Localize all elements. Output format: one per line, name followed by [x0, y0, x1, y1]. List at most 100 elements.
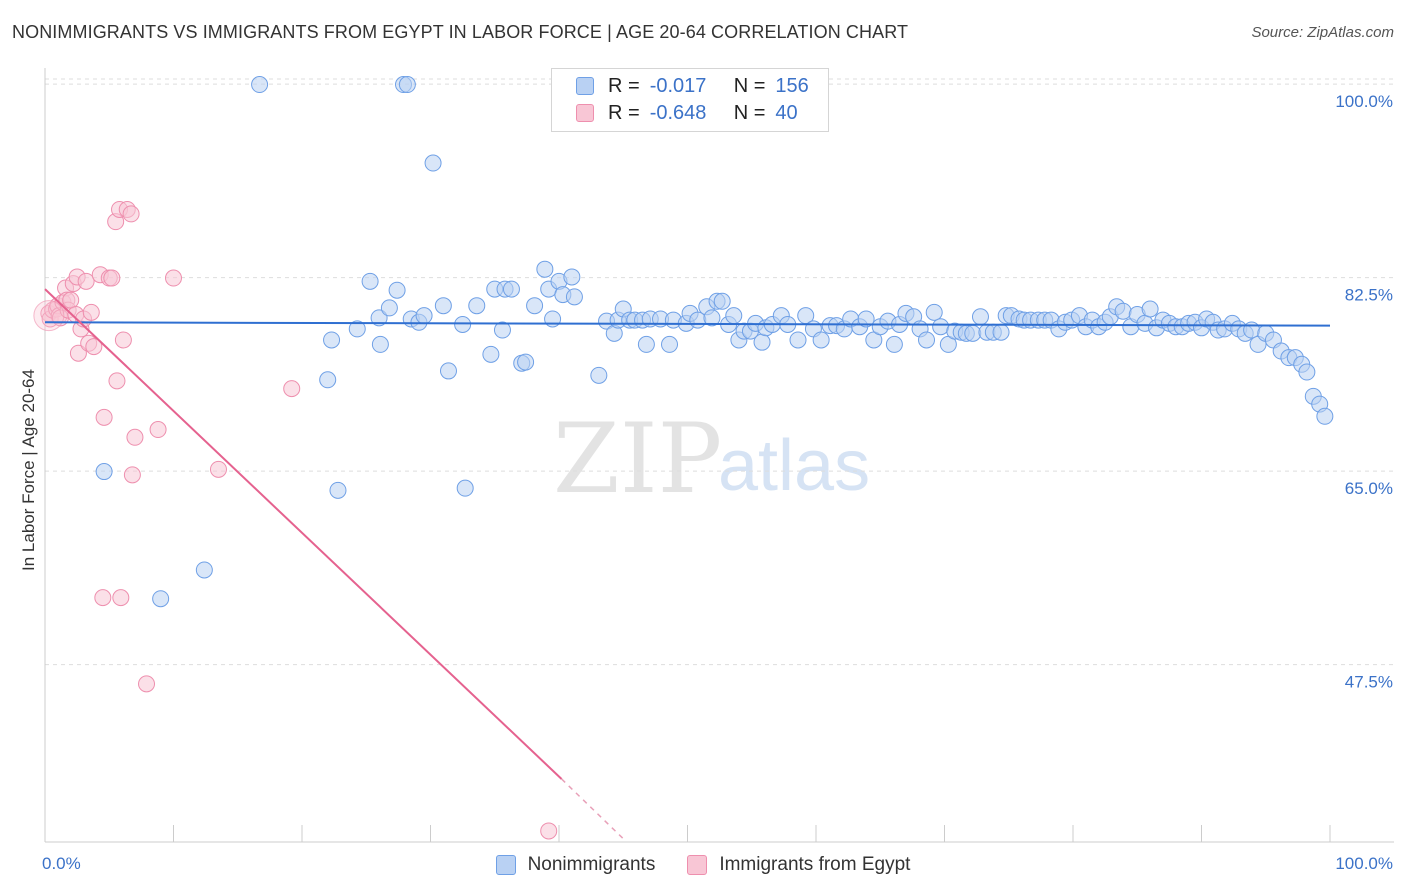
- egypt-point: [283, 380, 301, 398]
- egypt-point: [114, 331, 132, 349]
- nonimmigrant-point: [371, 335, 389, 353]
- legend-r-value: -0.017: [649, 74, 707, 97]
- y-tick-label: 65.0%: [1345, 479, 1393, 498]
- watermark-atlas: atlas: [718, 426, 870, 506]
- nonimmigrant-point: [590, 366, 608, 384]
- source-label: Source: ZipAtlas.com: [1251, 24, 1394, 41]
- legend-row-egypt: R = -0.648 N = 40: [576, 100, 798, 126]
- series-swatch-blue: [495, 855, 516, 875]
- nonimmigrants-points: [95, 76, 1334, 608]
- nonimmigrant-point: [637, 335, 655, 353]
- nonimmigrant-point: [454, 315, 472, 333]
- egypt-point: [33, 300, 65, 332]
- tick-labels: 100.0% 82.5% 65.0% 47.5% 0.0% 100.0%: [42, 92, 1393, 873]
- nonimmigrant-point: [348, 320, 366, 338]
- nonimmigrant-point: [857, 310, 875, 328]
- series-legend-nonimmigrants[interactable]: Nonimmigrants: [495, 854, 656, 876]
- egypt-point: [85, 338, 103, 356]
- nonimmigrant-point: [323, 331, 341, 349]
- egypt-point: [123, 466, 141, 484]
- egypt-point: [138, 675, 156, 693]
- immigrants-egypt-points: [33, 200, 558, 840]
- legend-swatch-blue: [576, 77, 594, 95]
- egypt-point: [209, 460, 227, 478]
- egypt-point: [69, 344, 87, 362]
- x-tick-label: 0.0%: [42, 854, 81, 873]
- chart-title: NONIMMIGRANTS VS IMMIGRANTS FROM EGYPT I…: [12, 22, 909, 42]
- nonimmigrant-point: [925, 303, 943, 321]
- nonimmigrant-point: [388, 281, 406, 299]
- egypt-point: [82, 303, 100, 321]
- series-legend-label: Immigrants from Egypt: [719, 854, 911, 875]
- nonimmigrant-point: [661, 335, 679, 353]
- legend-n-value: 156: [775, 74, 809, 97]
- nonimmigrant-point: [361, 272, 379, 290]
- egypt-trend-extension: [561, 778, 624, 840]
- nonimmigrant-point: [482, 345, 500, 363]
- egypt-point: [149, 421, 167, 439]
- nonimmigrant-point: [812, 331, 830, 349]
- nonimmigrant-point: [964, 324, 982, 342]
- nonimmigrant-point: [95, 463, 113, 481]
- nonimmigrant-point: [713, 292, 731, 310]
- legend-r-label: R =: [608, 101, 640, 124]
- y-axis-label: In Labor Force | Age 20-64: [19, 369, 38, 571]
- nonimmigrant-point: [992, 323, 1010, 341]
- series-legend-egypt[interactable]: Immigrants from Egypt: [687, 854, 910, 876]
- nonimmigrant-point: [536, 260, 554, 278]
- gridlines: [45, 78, 1394, 666]
- nonimmigrant-point: [251, 76, 269, 94]
- series-legend-label: Nonimmigrants: [527, 854, 656, 875]
- nonimmigrant-point: [329, 481, 347, 499]
- nonimmigrant-point: [753, 333, 771, 351]
- nonimmigrant-point: [493, 321, 511, 339]
- nonimmigrant-point: [1141, 300, 1159, 318]
- egypt-point: [165, 269, 182, 287]
- axes: [44, 68, 1394, 843]
- nonimmigrant-point: [563, 268, 581, 286]
- nonimmigrant-point: [502, 280, 520, 298]
- egypt-point: [103, 269, 121, 287]
- egypt-point: [62, 291, 80, 309]
- nonimmigrant-point: [424, 154, 442, 172]
- nonimmigrant-point: [526, 297, 544, 315]
- nonimmigrant-point: [565, 288, 583, 306]
- legend-n-label: N =: [733, 101, 766, 124]
- egypt-point: [540, 822, 558, 840]
- egypt-point: [108, 372, 126, 390]
- correlation-legend: R = -0.017 N = 156 R = -0.648 N = 40: [551, 68, 829, 132]
- nonimmigrant-point: [725, 307, 743, 325]
- egypt-point: [122, 205, 140, 223]
- legend-row-nonimmigrants: R = -0.017 N = 156: [576, 73, 809, 99]
- nonimmigrant-point: [370, 309, 388, 327]
- nonimmigrant-point: [517, 353, 535, 371]
- egypt-trend-line: [44, 288, 563, 780]
- legend-n-label: N =: [733, 74, 766, 97]
- watermark-zip: ZIP: [553, 403, 722, 515]
- watermark: ZIP atlas: [553, 403, 870, 515]
- egypt-point: [126, 428, 144, 446]
- nonimmigrant-point: [932, 318, 950, 336]
- y-tick-label: 47.5%: [1345, 673, 1393, 692]
- trend-lines: [44, 288, 1331, 840]
- egypt-point: [95, 408, 113, 426]
- egypt-point: [77, 272, 95, 290]
- nonimmigrant-point: [468, 297, 486, 315]
- x-tick-label: 100.0%: [1335, 854, 1393, 873]
- egypt-point: [94, 589, 112, 607]
- legend-r-value: -0.648: [649, 101, 707, 124]
- legend-swatch-pink: [576, 104, 594, 122]
- egypt-point: [112, 589, 130, 607]
- y-tick-label: 82.5%: [1345, 286, 1393, 305]
- nonimmigrant-point: [398, 76, 416, 94]
- nonimmigrant-point: [971, 308, 989, 326]
- nonimmigrant-point: [434, 297, 452, 315]
- nonimmigrant-point: [152, 590, 170, 608]
- series-legend: Nonimmigrants Immigrants from Egypt: [0, 852, 1406, 878]
- nonimmigrant-point: [1316, 407, 1334, 425]
- nonimmigrant-point: [1114, 302, 1132, 320]
- legend-r-label: R =: [608, 74, 640, 97]
- legend-n-value: 40: [775, 101, 798, 124]
- series-swatch-pink: [687, 855, 708, 875]
